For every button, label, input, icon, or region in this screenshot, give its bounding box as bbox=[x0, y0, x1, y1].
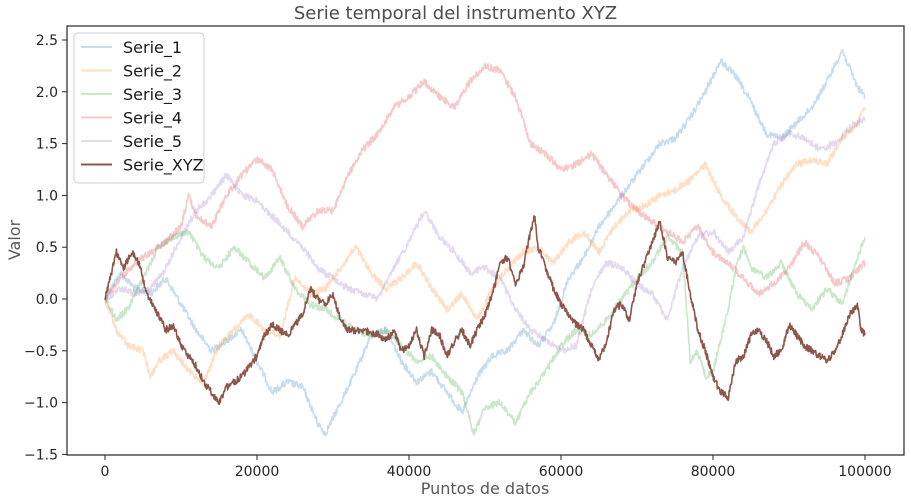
y-tick-label: 1.5 bbox=[36, 137, 58, 153]
plot-frame bbox=[66, 25, 905, 456]
series-line-serie-3 bbox=[104, 228, 866, 436]
y-tick-label: −1.5 bbox=[24, 447, 58, 463]
legend-label: Serie_2 bbox=[123, 62, 182, 82]
series-line-serie-2 bbox=[104, 107, 866, 384]
x-tick-label: 100000 bbox=[838, 464, 891, 480]
x-tick-label: 80000 bbox=[691, 464, 736, 480]
legend: Serie_1 Serie_2 Serie_3 Serie_4 Serie_5 Serie… bbox=[73, 32, 205, 184]
series-line-serie-5 bbox=[104, 116, 866, 354]
y-axis-label: Valor bbox=[5, 219, 24, 260]
chart-title: Serie temporal del instrumento XYZ bbox=[293, 3, 618, 24]
series-line-serie-4 bbox=[104, 62, 866, 302]
x-tick-label: 20000 bbox=[235, 464, 280, 480]
series-line-serie-xyz bbox=[104, 215, 866, 406]
series-line-serie-1 bbox=[104, 49, 866, 437]
legend-label: Serie_4 bbox=[123, 109, 182, 129]
legend-box bbox=[73, 32, 205, 184]
x-tick-label: 0 bbox=[101, 464, 110, 480]
x-axis: 0 20000 40000 60000 80000 100000 bbox=[101, 455, 892, 480]
x-axis-label: Puntos de datos bbox=[421, 479, 550, 498]
legend-label: Serie_5 bbox=[123, 132, 182, 152]
legend-label: Serie_3 bbox=[123, 85, 182, 105]
y-axis: −1.5 −1.0 −0.5 0.0 0.5 1.0 1.5 2.0 2.5 bbox=[24, 33, 67, 463]
series-layer bbox=[104, 49, 866, 437]
x-tick-label: 40000 bbox=[387, 464, 432, 480]
y-tick-label: −1.0 bbox=[24, 396, 58, 412]
legend-label: Serie_1 bbox=[123, 38, 182, 58]
y-tick-label: 2.0 bbox=[36, 85, 58, 101]
y-tick-label: −0.5 bbox=[24, 344, 58, 360]
legend-label: Serie_XYZ bbox=[123, 156, 204, 176]
y-tick-label: 0.0 bbox=[36, 292, 58, 308]
x-tick-label: 60000 bbox=[539, 464, 584, 480]
y-tick-label: 2.5 bbox=[36, 33, 58, 49]
y-tick-label: 0.5 bbox=[36, 240, 58, 256]
y-tick-label: 1.0 bbox=[36, 188, 58, 204]
